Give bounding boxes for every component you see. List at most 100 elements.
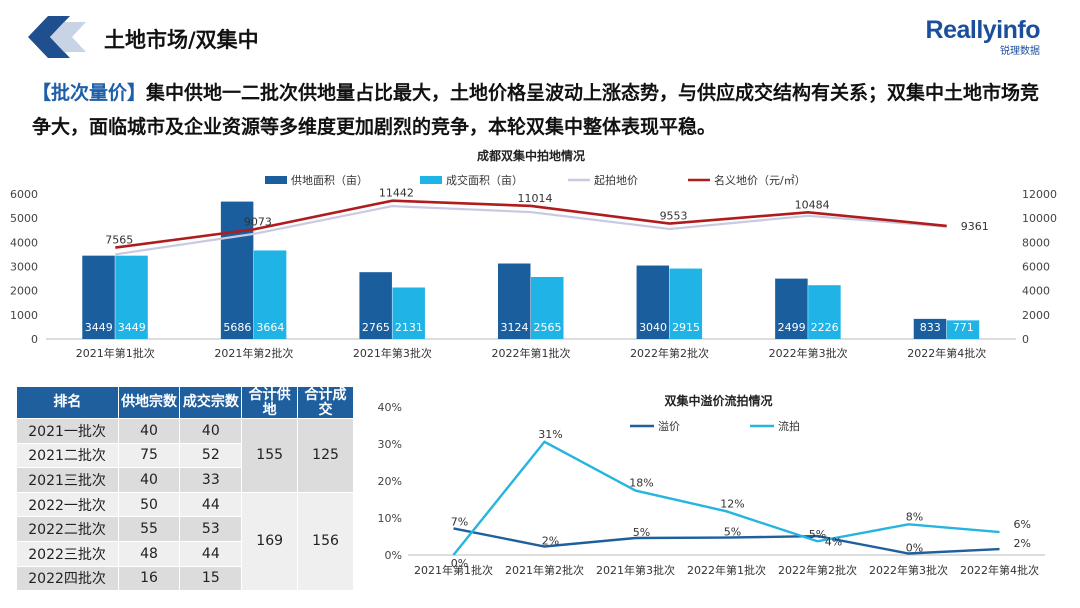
row-supply: 50 — [118, 492, 181, 518]
row-deal: 15 — [179, 566, 243, 592]
y-tick-label: 20% — [378, 475, 402, 488]
brand-logo: Reallyinfo 锐理数据 — [925, 16, 1041, 57]
y-left-tick-label: 3000 — [10, 261, 38, 274]
brand-name: Reallyinfo — [925, 16, 1041, 44]
row-supply: 40 — [118, 467, 181, 493]
header-rank: 排名 — [16, 386, 119, 419]
series-line — [452, 440, 1000, 556]
y-right-tick-label: 8000 — [1022, 236, 1050, 249]
x-tick-label: 2022年第1批次 — [492, 346, 571, 360]
line-value-label: 2% — [1014, 537, 1031, 550]
table-row: 2022四批次 16 15 — [16, 566, 354, 592]
table-row: 2022二批次 55 53 — [16, 516, 354, 542]
row-deal: 44 — [179, 541, 243, 567]
line-value-label: 9073 — [244, 215, 272, 228]
row-name: 2022三批次 — [16, 541, 119, 567]
line-value-label: 9553 — [660, 210, 688, 223]
x-tick-label: 2021年第2批次 — [214, 346, 293, 360]
bar — [808, 285, 841, 339]
table-header-row: 排名 供地宗数 成交宗数 合计供地 合计成交 — [16, 386, 354, 419]
bar — [636, 265, 670, 339]
row-name: 2022一批次 — [16, 492, 119, 518]
brand-subtitle: 锐理数据 — [1000, 46, 1040, 57]
header-total-deal: 合计成交 — [297, 386, 354, 419]
x-tick-label: 2022年第4批次 — [960, 563, 1039, 577]
bar — [669, 268, 703, 339]
line-value-label: 11014 — [518, 192, 553, 205]
bar — [392, 287, 425, 339]
series-line — [115, 199, 947, 249]
x-tick-label: 2022年第3批次 — [869, 563, 948, 577]
summary-paragraph: 【批次量价】集中供地一二批次供地量占比最大，土地价格呈波动上涨态势，与供应成交结… — [32, 76, 1048, 144]
bar — [253, 250, 287, 339]
bar — [82, 255, 115, 339]
bar-value-label: 2565 — [534, 321, 562, 334]
y-tick-label: 30% — [378, 438, 402, 451]
total-supply-2022: 169 — [241, 492, 299, 592]
header-deal-count: 成交宗数 — [179, 386, 243, 419]
line-value-label: 5% — [633, 526, 650, 539]
series-line — [115, 204, 947, 256]
x-tick-label: 2021年第2批次 — [505, 563, 584, 577]
legend-label: 流拍 — [778, 419, 800, 433]
header-total-supply: 合计供地 — [241, 386, 299, 419]
y-left-tick-label: 2000 — [10, 285, 38, 298]
legend-label: 供地面积（亩） — [291, 173, 368, 187]
total-supply-2021: 155 — [241, 418, 299, 493]
bar — [359, 272, 392, 339]
row-deal: 33 — [179, 467, 243, 493]
total-deal-2022: 156 — [297, 492, 354, 592]
line-value-label: 10484 — [795, 198, 830, 211]
legend-label: 名义地价（元/㎡） — [714, 173, 806, 187]
y-tick-label: 10% — [378, 512, 402, 525]
summary-text: 集中供地一二批次供地量占比最大，土地价格呈波动上涨态势，与供应成交结构有关系；双… — [32, 82, 1040, 138]
y-left-tick-label: 4000 — [10, 236, 38, 249]
row-supply: 16 — [118, 566, 181, 592]
line-value-label: 7565 — [105, 234, 133, 247]
series-line — [453, 527, 1000, 555]
bar-value-label: 833 — [920, 321, 941, 334]
bar-value-label: 3040 — [639, 321, 667, 334]
total-deal-2021: 125 — [297, 418, 354, 493]
row-deal: 40 — [179, 418, 243, 444]
bar — [913, 318, 947, 339]
table-row: 2022三批次 48 44 — [16, 541, 354, 567]
y-right-tick-label: 4000 — [1022, 285, 1050, 298]
row-deal: 44 — [179, 492, 243, 518]
legend-label: 成交面积（亩） — [446, 173, 523, 187]
bar-value-label: 2765 — [362, 321, 390, 334]
row-supply: 55 — [118, 516, 181, 542]
row-name: 2021二批次 — [16, 443, 119, 469]
line-value-label: 12% — [720, 497, 744, 510]
y-left-tick-label: 0 — [31, 333, 38, 346]
y-left-tick-label: 1000 — [10, 309, 38, 322]
row-supply: 75 — [118, 443, 181, 469]
summary-tag: 【批次量价】 — [32, 82, 147, 104]
row-name: 2022二批次 — [16, 516, 119, 542]
x-tick-label: 2022年第2批次 — [630, 346, 709, 360]
row-supply: 40 — [118, 418, 181, 444]
batch-ranking-table: 排名 供地宗数 成交宗数 合计供地 合计成交 2021一批次 40 40 155… — [16, 386, 354, 592]
x-tick-label: 2021年第1批次 — [414, 563, 493, 577]
legend-swatch — [265, 176, 287, 184]
table-row: 2021一批次 40 40 155 125 — [16, 418, 354, 493]
bar — [531, 277, 564, 339]
line-value-label: 8% — [906, 510, 923, 523]
y-right-tick-label: 2000 — [1022, 309, 1050, 322]
x-tick-label: 2022年第2批次 — [778, 563, 857, 577]
line-value-label: 31% — [538, 428, 562, 441]
x-tick-label: 2022年第4批次 — [907, 346, 986, 360]
bar-value-label: 3664 — [256, 321, 284, 334]
bar-value-label: 2499 — [778, 321, 806, 334]
x-tick-label: 2022年第1批次 — [687, 563, 766, 577]
line-value-label: 6% — [1014, 518, 1031, 531]
header-supply-count: 供地宗数 — [117, 386, 181, 419]
x-tick-label: 2021年第3批次 — [596, 563, 675, 577]
legend-swatch — [420, 176, 442, 184]
line-value-label: 9361 — [961, 220, 989, 233]
row-name: 2021一批次 — [16, 418, 119, 444]
table-row: 2021二批次 75 52 — [16, 443, 354, 469]
row-name: 2022四批次 — [16, 566, 119, 592]
